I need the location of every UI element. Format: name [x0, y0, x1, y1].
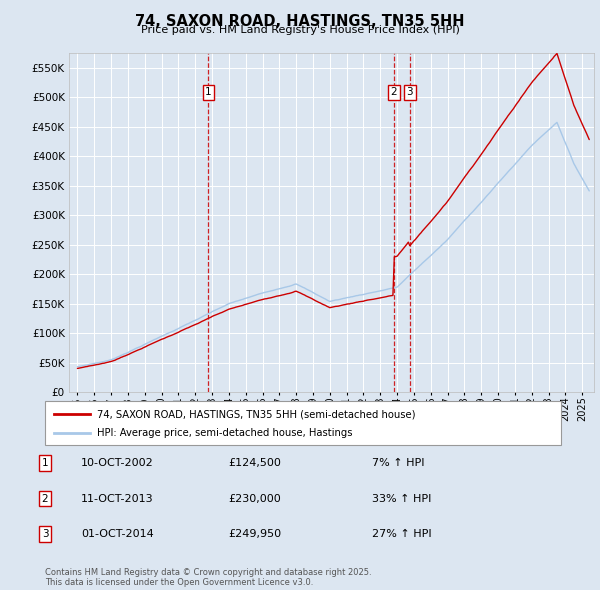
Text: £230,000: £230,000 [228, 494, 281, 503]
Text: Contains HM Land Registry data © Crown copyright and database right 2025.
This d: Contains HM Land Registry data © Crown c… [45, 568, 371, 587]
Text: 27% ↑ HPI: 27% ↑ HPI [372, 529, 431, 539]
Text: 2: 2 [41, 494, 49, 503]
Text: Price paid vs. HM Land Registry's House Price Index (HPI): Price paid vs. HM Land Registry's House … [140, 25, 460, 35]
Text: 1: 1 [205, 87, 212, 97]
Text: 01-OCT-2014: 01-OCT-2014 [81, 529, 154, 539]
Text: 3: 3 [406, 87, 413, 97]
Text: 1: 1 [41, 458, 49, 468]
Text: 10-OCT-2002: 10-OCT-2002 [81, 458, 154, 468]
Text: 11-OCT-2013: 11-OCT-2013 [81, 494, 154, 503]
Text: 33% ↑ HPI: 33% ↑ HPI [372, 494, 431, 503]
Text: 7% ↑ HPI: 7% ↑ HPI [372, 458, 425, 468]
Text: £249,950: £249,950 [228, 529, 281, 539]
Text: 2: 2 [390, 87, 397, 97]
Text: 74, SAXON ROAD, HASTINGS, TN35 5HH (semi-detached house): 74, SAXON ROAD, HASTINGS, TN35 5HH (semi… [97, 409, 416, 419]
Text: £124,500: £124,500 [228, 458, 281, 468]
Text: 74, SAXON ROAD, HASTINGS, TN35 5HH: 74, SAXON ROAD, HASTINGS, TN35 5HH [135, 14, 465, 29]
Text: 3: 3 [41, 529, 49, 539]
Text: HPI: Average price, semi-detached house, Hastings: HPI: Average price, semi-detached house,… [97, 428, 353, 438]
